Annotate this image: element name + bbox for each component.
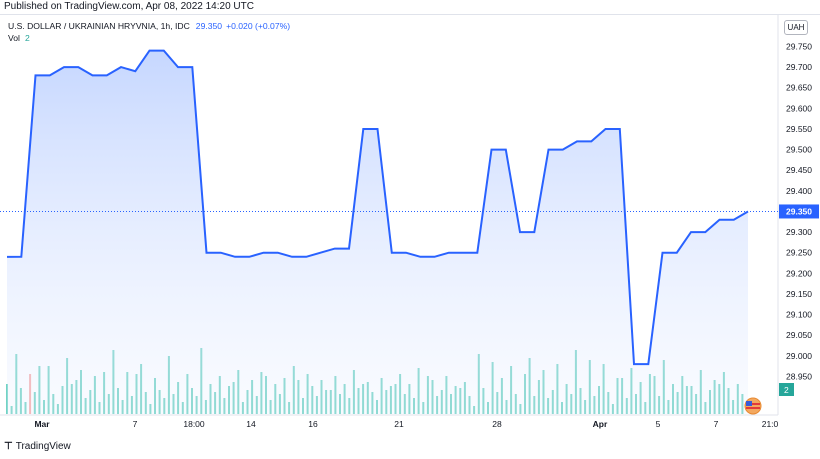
- y-tick-label: 29.500: [786, 145, 812, 155]
- flag-icon[interactable]: [742, 397, 764, 415]
- x-tick-label: 21:0: [762, 419, 779, 429]
- volume-value: 2: [24, 33, 30, 43]
- volume-legend[interactable]: Vol 2: [8, 33, 30, 43]
- x-tick-label: 7: [714, 419, 719, 429]
- y-tick-label: 29.550: [786, 124, 812, 134]
- y-tick-label: 29.150: [786, 289, 812, 299]
- y-tick-label: 28.950: [786, 371, 812, 381]
- last-value: 29.350: [195, 21, 223, 31]
- tradingview-logo-icon: ⊤: [4, 441, 13, 452]
- x-tick-label: 21: [394, 419, 404, 429]
- y-tick-label: 29.650: [786, 83, 812, 93]
- x-tick-label: 28: [492, 419, 502, 429]
- y-tick-label: 29.250: [786, 248, 812, 258]
- x-tick-label: Mar: [34, 419, 50, 429]
- y-tick-label: 29.600: [786, 103, 812, 113]
- last-price-badge-label: 29.350: [786, 206, 812, 216]
- change-value: +0.020 (+0.07%): [226, 21, 291, 31]
- brand-name: TradingView: [15, 441, 71, 452]
- price-area: [7, 50, 748, 414]
- volume-badge-label: 2: [784, 385, 789, 395]
- volume-label: Vol: [8, 33, 20, 43]
- price-line: [6, 49, 749, 366]
- last-price-badge: [779, 204, 819, 219]
- y-tick-label: 29.200: [786, 268, 812, 278]
- published-note: Published on TradingView.com, Apr 08, 20…: [4, 1, 254, 12]
- x-tick-label: 16: [308, 419, 318, 429]
- y-tick-label: 29.450: [786, 165, 812, 175]
- time-axis: Mar 7 18:00 14 16 21 28 Apr 5 7 21:0: [34, 419, 778, 429]
- symbol-title: U.S. DOLLAR / UKRAINIAN HRYVNIA, 1h, IDC: [8, 21, 190, 31]
- x-tick-label: 18:00: [183, 419, 205, 429]
- volume-badge: [779, 383, 794, 396]
- y-tick-label: 29.750: [786, 41, 812, 51]
- x-tick-label: 5: [656, 419, 661, 429]
- y-tick-label: 29.100: [786, 310, 812, 320]
- header-divider: [0, 14, 820, 15]
- axis-badges: 29.350 2: [779, 204, 819, 396]
- y-tick-label: 29.000: [786, 351, 812, 361]
- x-tick-label: 7: [133, 419, 138, 429]
- currency-button[interactable]: UAH: [784, 20, 808, 35]
- y-tick-label: 29.300: [786, 227, 812, 237]
- chart-legend[interactable]: U.S. DOLLAR / UKRAINIAN HRYVNIA, 1h, IDC…: [8, 21, 290, 31]
- y-tick-label: 29.700: [786, 62, 812, 72]
- y-tick-label: 29.400: [786, 186, 812, 196]
- y-tick-label: 29.050: [786, 330, 812, 340]
- footer-brand[interactable]: ⊤ TradingView: [4, 441, 71, 452]
- x-tick-label: Apr: [593, 419, 608, 429]
- x-tick-label: 14: [246, 419, 256, 429]
